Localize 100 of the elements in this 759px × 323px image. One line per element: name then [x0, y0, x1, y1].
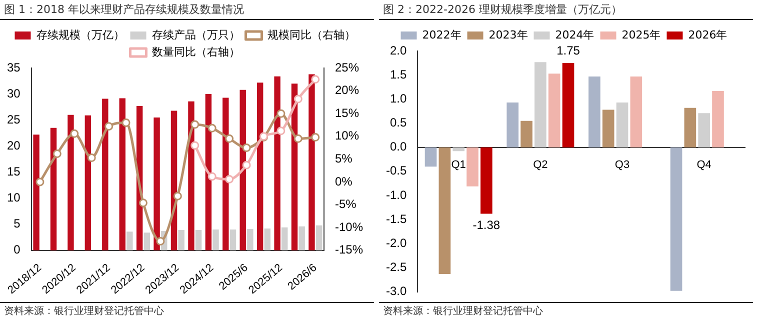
bar: [520, 120, 532, 148]
legend-label: 数量同比（右轴）: [152, 45, 240, 58]
y-tick-label: -1.0: [386, 188, 407, 202]
point: [242, 160, 251, 170]
y-tick-label: 10: [6, 190, 21, 205]
bar: [438, 147, 451, 274]
bar: [712, 90, 724, 148]
bar: [466, 147, 478, 186]
legend-label: 2022年: [422, 28, 462, 42]
y2-tick-label: 0%: [334, 174, 353, 188]
y-tick-label: -2.5: [386, 260, 407, 274]
y-tick-label: 1.0: [390, 91, 407, 106]
point: [225, 134, 234, 143]
legend-label: 2024年: [555, 28, 594, 42]
x-tick-label: Q3: [614, 158, 630, 171]
y-tick-label: -1.5: [386, 212, 407, 226]
point: [208, 124, 216, 132]
bar: [452, 147, 465, 152]
point: [87, 154, 96, 162]
bar: [698, 113, 710, 148]
chart-title: 图 1：2018 年以来理财产品存续规模及数量情况: [0, 0, 374, 20]
point: [104, 122, 114, 131]
point: [190, 141, 200, 150]
bar: [188, 101, 194, 250]
point: [70, 129, 79, 138]
y-tick-label: 35: [6, 60, 21, 74]
legend-label: 存续产品（万只）: [152, 28, 240, 42]
chart-title: 图 2：2022-2026 理财规模季度增量（万亿元）: [379, 0, 753, 20]
x-tick-label: Q2: [533, 158, 548, 171]
bar: [548, 74, 560, 148]
x-tick-label: Q4: [696, 158, 712, 171]
y2-tick-label: -5%: [334, 197, 357, 212]
point: [311, 75, 320, 84]
bar: [222, 98, 229, 250]
bar: [480, 147, 492, 214]
bar: [282, 227, 288, 250]
bar: [602, 110, 614, 148]
point: [242, 144, 251, 152]
point: [311, 133, 320, 142]
y2-tick-label: 20%: [334, 83, 360, 98]
y-tick-label: 1.5: [390, 67, 407, 82]
y2-tick-label: 25%: [334, 60, 360, 74]
y-tick-label: -3.0: [386, 284, 407, 298]
bar: [33, 134, 40, 250]
legend-label: 2025年: [622, 28, 661, 42]
bar: [630, 76, 642, 148]
bar: [616, 102, 628, 148]
bar: [126, 232, 133, 250]
point: [294, 134, 302, 143]
y2-tick-label: 10%: [334, 128, 360, 143]
data-label: 1.75: [556, 43, 580, 58]
point: [156, 236, 165, 246]
point: [294, 94, 302, 104]
bar: [534, 62, 546, 148]
bar: [84, 115, 92, 250]
point: [225, 174, 234, 184]
bar: [684, 108, 696, 148]
point: [138, 198, 148, 208]
y2-tick-label: -10%: [334, 220, 364, 234]
y-tick-label: 2.0: [390, 43, 407, 58]
bar: [274, 76, 280, 250]
bar: [50, 128, 57, 250]
bar: [562, 63, 574, 148]
point: [276, 109, 286, 118]
y-tick-label: 5: [14, 216, 21, 231]
point: [36, 178, 44, 186]
point: [208, 172, 216, 181]
point: [173, 192, 182, 200]
bar: [247, 228, 254, 250]
bar: [119, 98, 126, 250]
bar: [264, 228, 271, 250]
bar: [102, 98, 108, 250]
bar: [195, 230, 202, 250]
y2-tick-label: 15%: [334, 106, 360, 120]
bar: [178, 230, 184, 250]
y-tick-label: 15: [6, 164, 21, 178]
bar: [256, 82, 264, 250]
point: [52, 149, 62, 158]
legend-label: 规模同比（右轴）: [267, 28, 356, 42]
bar: [68, 114, 74, 250]
y-tick-label: 20: [6, 138, 21, 152]
y2-tick-label: 5%: [334, 151, 353, 166]
text: 资料来源：银行业理财登记托管中心: [379, 302, 753, 319]
legend-label: 存续规模（万亿）: [36, 28, 124, 42]
bar: [316, 225, 322, 250]
y-tick-label: 25: [6, 112, 21, 126]
bar: [588, 76, 600, 148]
x-tick-label: Q1: [451, 158, 466, 171]
data-label: -1.38: [472, 218, 500, 232]
y-tick-label: 30: [6, 86, 21, 100]
y-tick-label: 0.5: [390, 116, 407, 130]
legend-label: 2023年: [488, 28, 528, 42]
legend-label: 2026年: [688, 28, 728, 42]
bar: [230, 229, 236, 250]
y2-tick-label: -15%: [334, 242, 364, 257]
bar: [144, 232, 150, 250]
y-tick-label: 0: [14, 242, 21, 257]
bar: [424, 147, 437, 167]
bar: [298, 226, 305, 250]
bar: [670, 147, 682, 291]
